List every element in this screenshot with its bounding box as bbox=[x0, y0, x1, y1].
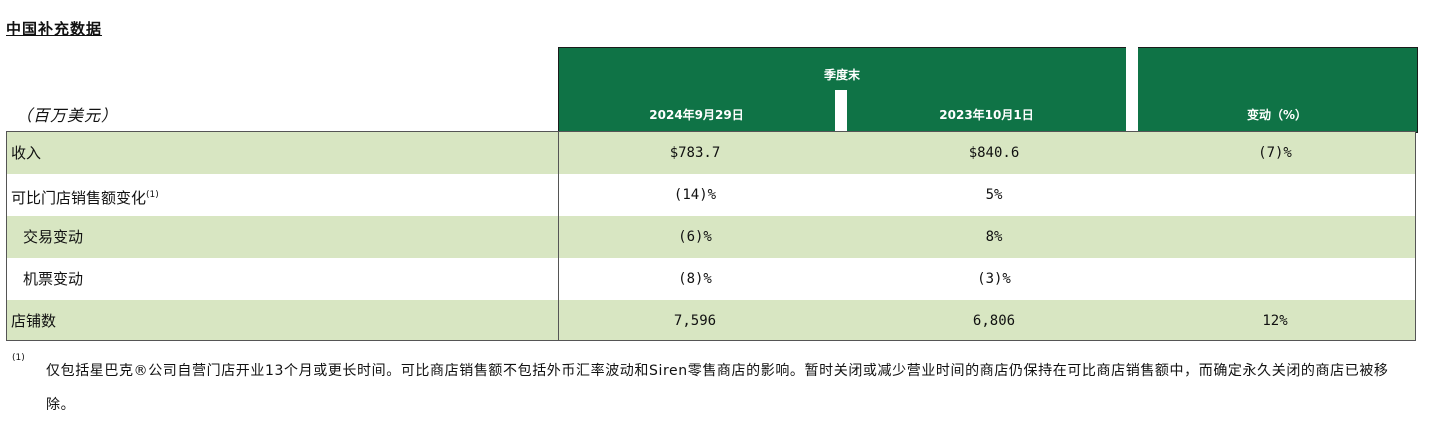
row-label: 店铺数 bbox=[11, 312, 57, 330]
footnote-marker: (1) bbox=[12, 353, 25, 363]
cell-change: 12% bbox=[1262, 313, 1288, 329]
column-divider bbox=[558, 132, 559, 340]
header-separator-right bbox=[1126, 47, 1138, 131]
cell-2023: (3)% bbox=[977, 271, 1011, 287]
footnote-ref: (1) bbox=[146, 190, 159, 200]
cell-change bbox=[1175, 216, 1375, 258]
header-col-change: 变动（%） bbox=[1246, 108, 1308, 122]
cell-2024: (14)% bbox=[673, 187, 717, 203]
table-header bbox=[558, 47, 1418, 133]
cell-2024: 7,596 bbox=[673, 313, 717, 329]
data-table: 收入 $783.7 $840.6 (7)% 可比门店销售额变化(1) (14)%… bbox=[6, 131, 1416, 341]
header-separator-mid bbox=[835, 90, 847, 131]
header-group-label: 季度末 bbox=[823, 68, 860, 82]
unit-label: （百万美元） bbox=[16, 106, 119, 125]
header-col-2024: 2024年9月29日 bbox=[649, 108, 744, 122]
row-label: 收入 bbox=[11, 144, 42, 162]
row-label: 可比门店销售额变化(1) bbox=[11, 189, 159, 207]
cell-2023: 6,806 bbox=[972, 313, 1016, 329]
header-col-2023: 2023年10月1日 bbox=[939, 108, 1034, 122]
cell-2024: $783.7 bbox=[669, 145, 721, 161]
table-row-transactions: 交易变动 (6)% 8% bbox=[7, 216, 1415, 258]
cell-2023: $840.6 bbox=[968, 145, 1020, 161]
row-label: 交易变动 bbox=[23, 228, 84, 246]
cell-2023: 5% bbox=[985, 187, 1003, 203]
row-label: 机票变动 bbox=[23, 270, 84, 288]
cell-change bbox=[1175, 258, 1375, 300]
cell-2023: 8% bbox=[985, 229, 1003, 245]
page-title: 中国补充数据 bbox=[6, 20, 103, 38]
table-row-revenue: 收入 $783.7 $840.6 (7)% bbox=[7, 132, 1415, 174]
footnote-text: 仅包括星巴克®公司自营门店开业13个月或更长时间。可比商店销售额不包括外币汇率波… bbox=[46, 363, 1389, 413]
cell-2024: (8)% bbox=[678, 271, 712, 287]
cell-2024: (6)% bbox=[678, 229, 712, 245]
cell-change: (7)% bbox=[1258, 145, 1292, 161]
table-row-ticket: 机票变动 (8)% (3)% bbox=[7, 258, 1415, 300]
table-row-store-count: 店铺数 7,596 6,806 12% bbox=[7, 300, 1415, 340]
table-row-comparable-sales: 可比门店销售额变化(1) (14)% 5% bbox=[7, 174, 1415, 216]
cell-change bbox=[1175, 174, 1375, 216]
